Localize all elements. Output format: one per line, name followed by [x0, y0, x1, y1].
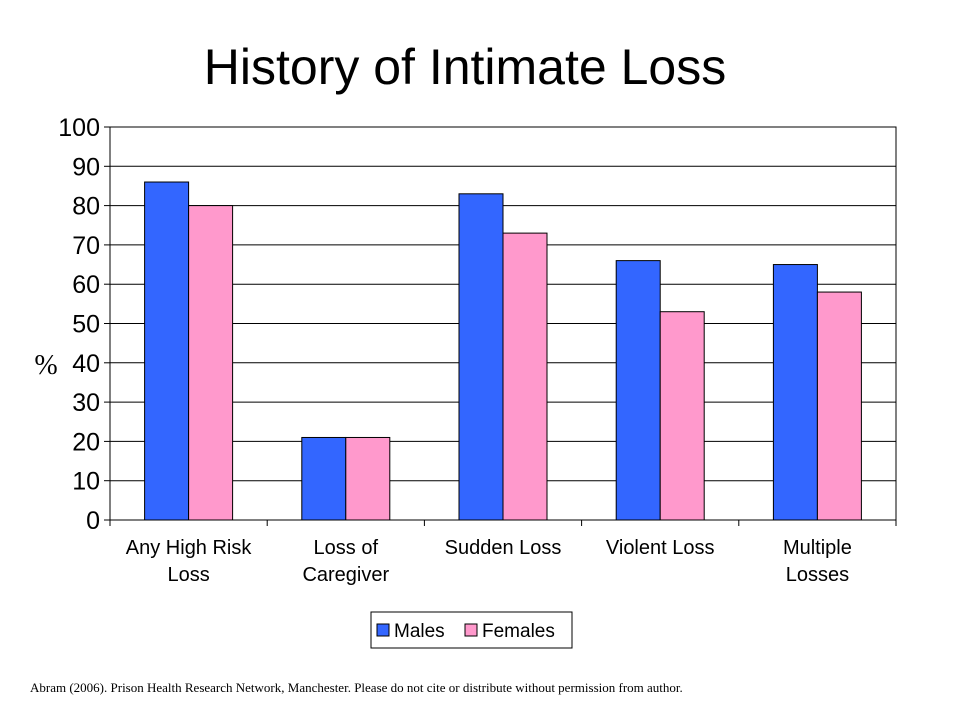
x-tick-label: Caregiver — [302, 564, 389, 586]
y-tick-label: 80 — [72, 193, 100, 221]
bars — [144, 181, 862, 521]
bar-males — [615, 260, 661, 521]
bar-males — [144, 181, 190, 521]
y-tick-label: 100 — [58, 114, 100, 142]
y-tick-label: 30 — [72, 389, 100, 417]
source-note: Abram (2006). Prison Health Research Net… — [30, 680, 683, 695]
bar-females — [345, 436, 391, 521]
y-tick-label: 60 — [72, 271, 100, 299]
bar-females — [816, 291, 862, 521]
y-tick-label: 70 — [72, 232, 100, 260]
legend-swatch-females — [464, 623, 478, 637]
y-tick-labels: 0 10 20 30 40 50 60 70 80 90 100 — [58, 114, 100, 535]
chart-title: History of Intimate Loss — [203, 39, 727, 95]
y-tick-label: 10 — [72, 468, 100, 496]
y-axis-label: % — [34, 350, 57, 381]
legend-swatch-males — [376, 623, 390, 637]
legend-label-females: Females — [482, 621, 555, 642]
x-tick-label: Any High Risk — [126, 537, 253, 559]
legend: Males Females — [370, 611, 573, 649]
y-tick-label: 50 — [72, 311, 100, 339]
x-tick-label: Sudden Loss — [445, 537, 562, 559]
x-tick-labels: Any High Risk Loss Loss of Caregiver Sudden … — [126, 537, 852, 586]
x-tick-label: Losses — [786, 564, 849, 586]
y-tick-label: 20 — [72, 428, 100, 456]
y-tick-label: 0 — [86, 507, 100, 535]
plot-frame — [109, 126, 897, 521]
legend-label-males: Males — [394, 621, 445, 642]
bar-males — [458, 193, 504, 521]
x-tick-label: Loss of — [314, 537, 379, 559]
y-tick-label: 90 — [72, 153, 100, 181]
x-tick-label: Loss — [167, 564, 209, 586]
y-tick-label: 40 — [72, 350, 100, 378]
bar-females — [659, 311, 705, 521]
bar-males — [301, 436, 347, 521]
x-tick-label: Multiple — [783, 537, 852, 559]
bar-females — [502, 232, 548, 521]
x-tick-label: Violent Loss — [606, 537, 715, 559]
axes — [104, 126, 897, 526]
bar-females — [188, 205, 234, 521]
bar-males — [772, 264, 818, 521]
